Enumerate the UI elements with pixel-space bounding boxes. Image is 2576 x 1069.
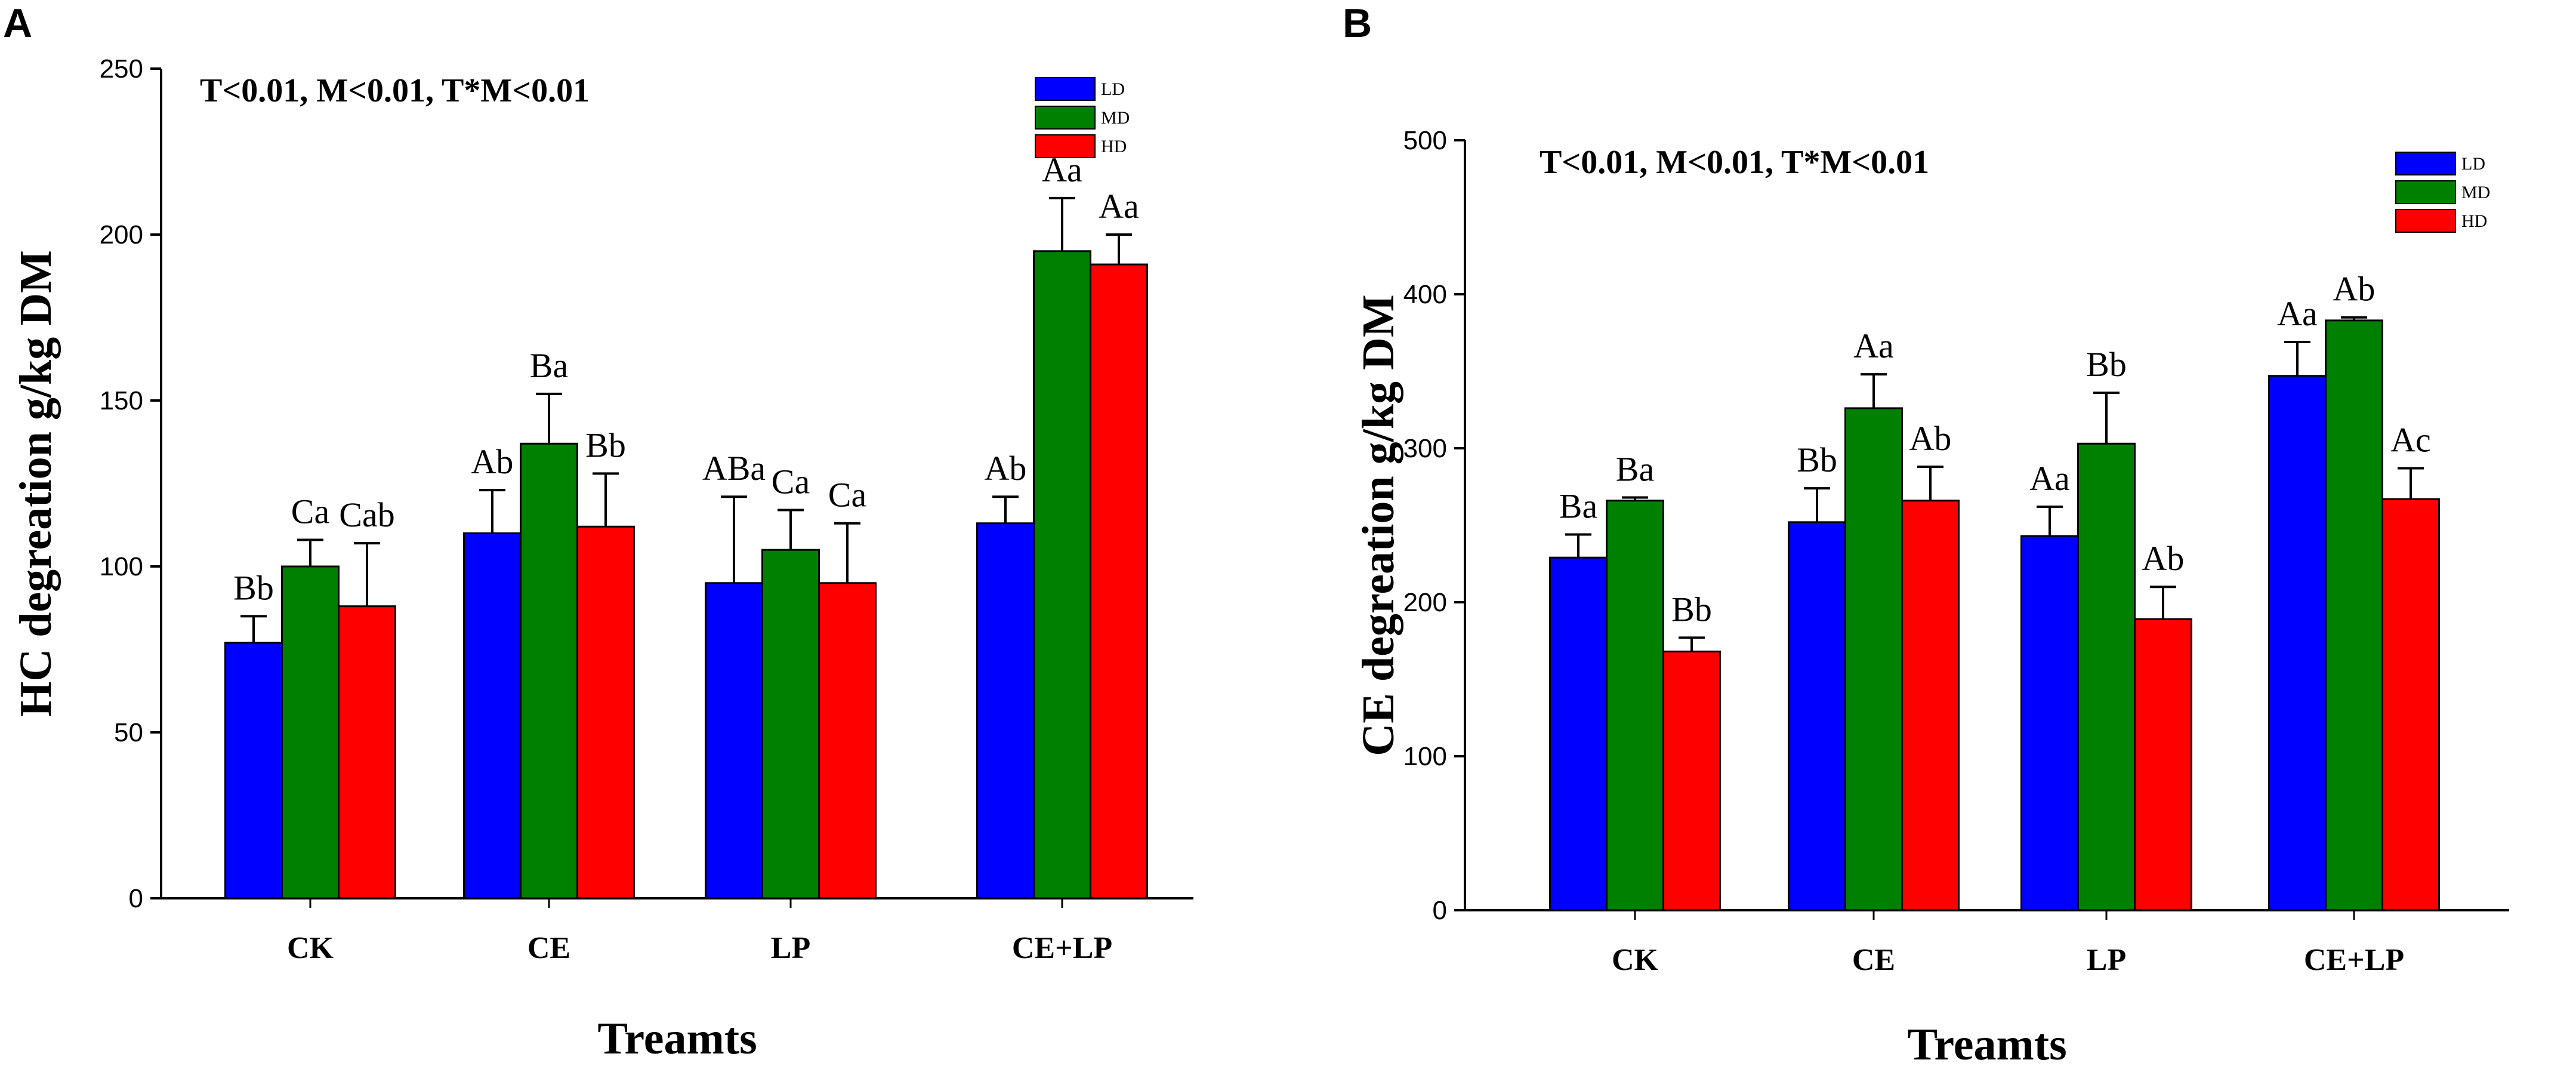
bar-hd — [1090, 263, 1148, 899]
significance-label: Aa — [2029, 459, 2070, 498]
bar-ld — [2268, 375, 2327, 911]
x-tick-label: CK — [287, 931, 334, 965]
bar-hd — [1662, 651, 1721, 911]
significance-label: Ba — [530, 346, 568, 385]
legend-swatch-md — [2395, 180, 2456, 204]
y-tick-label: 150 — [100, 386, 143, 415]
x-tick-label: CK — [1612, 943, 1659, 977]
x-tick-label: LP — [2087, 943, 2126, 977]
bar-ld — [463, 532, 522, 899]
legend-label-md: MD — [2461, 183, 2490, 202]
significance-label: Bb — [2086, 345, 2127, 384]
bar-ld — [1549, 556, 1608, 911]
x-axis-title: Treamts — [597, 1013, 757, 1064]
bar-hd — [338, 605, 396, 899]
y-tick-label: 0 — [1433, 896, 1447, 925]
legend-swatch-hd — [1035, 134, 1096, 158]
legend-label-ld: LD — [2461, 154, 2485, 174]
bar-md — [520, 442, 578, 899]
x-tick-label: CE — [1852, 943, 1895, 977]
panel-letter: B — [1343, 1, 1372, 46]
bar-hd — [1901, 500, 1960, 911]
bar-md — [2077, 442, 2136, 911]
significance-label: Ab — [985, 449, 1027, 488]
significance-label: Ba — [1559, 486, 1597, 525]
panel-a-hc-degradation-chart: A 0 50 100 150 200 250 HC degreation g/kg DM Tre… — [3, 1, 1193, 1064]
significance-label: Ab — [471, 442, 514, 481]
bar-md — [1606, 500, 1664, 911]
bar-ld — [224, 642, 283, 899]
legend-label-md: MD — [1101, 108, 1130, 128]
bar-md — [1844, 407, 1903, 911]
legend-swatch-ld — [2395, 152, 2456, 175]
x-tick-label: LP — [771, 931, 810, 965]
significance-label: ABa — [702, 449, 766, 488]
y-tick-label: 0 — [129, 884, 143, 913]
x-axis-title: Treamts — [1907, 1019, 2066, 1069]
y-tick-label: 100 — [100, 552, 143, 581]
significance-label: Aa — [1099, 187, 1139, 226]
bar-hd — [576, 525, 635, 899]
bar-hd — [2134, 618, 2192, 911]
significance-label: Bb — [233, 568, 274, 607]
x-tick-label: CE+LP — [2304, 943, 2404, 977]
legend-label-hd: HD — [2461, 211, 2487, 231]
bar-hd — [818, 582, 877, 899]
legend-swatch-md — [1035, 106, 1096, 130]
y-tick-label: 50 — [114, 718, 143, 747]
significance-label: Ca — [291, 492, 329, 531]
stat-annotation: T<0.01, M<0.01, T*M<0.01 — [1540, 144, 1929, 181]
y-tick-label: 300 — [1403, 434, 1447, 463]
significance-label: Ca — [772, 462, 810, 501]
bar-md — [281, 565, 340, 899]
y-tick-label: 100 — [1403, 742, 1447, 771]
panel-letter: A — [3, 1, 32, 46]
y-tick-label: 500 — [1403, 126, 1447, 155]
significance-label: Ab — [2142, 539, 2185, 578]
y-tick-label: 200 — [1403, 588, 1447, 617]
significance-label: Bb — [1797, 440, 1837, 479]
y-axis-title: HC degreation g/kg DM — [11, 250, 61, 717]
bar-ld — [976, 522, 1035, 899]
significance-label: Ac — [2390, 421, 2431, 460]
significance-label: Bb — [585, 426, 626, 464]
legend-label-ld: LD — [1101, 79, 1125, 99]
bar-ld — [705, 582, 763, 899]
significance-label: Bb — [1671, 590, 1712, 629]
legend-label-hd: HD — [1101, 137, 1127, 156]
x-tick-label: CE — [527, 931, 570, 965]
bar-md — [1033, 250, 1091, 899]
bar-ld — [1788, 521, 1846, 911]
panel-b-ce-degradation-chart: B 0 100 200 300 400 500 CE degreation g/kg DM Tr… — [1343, 1, 2509, 1069]
significance-label: Ab — [1909, 419, 1952, 458]
significance-label: Ab — [2333, 270, 2376, 309]
y-tick-label: 400 — [1403, 280, 1447, 309]
significance-label: Ca — [828, 476, 866, 515]
y-tick-label: 250 — [100, 54, 143, 84]
legend: LD MD HD — [2395, 152, 2490, 233]
stat-annotation: T<0.01, M<0.01, T*M<0.01 — [200, 72, 590, 109]
y-axis-title: CE degreation g/kg DM — [1353, 294, 1403, 756]
significance-label: Ba — [1616, 450, 1654, 489]
bar-md — [2325, 319, 2383, 911]
bar-md — [761, 549, 820, 899]
y-tick-label: 200 — [100, 220, 143, 249]
legend: LD MD HD — [1035, 77, 1130, 158]
x-tick-label: CE+LP — [1012, 931, 1112, 965]
significance-label: Aa — [2277, 294, 2318, 333]
significance-label: Cab — [339, 495, 394, 534]
significance-label: Aa — [1853, 326, 1894, 365]
legend-swatch-ld — [1035, 77, 1096, 101]
legend-swatch-hd — [2395, 209, 2456, 233]
bar-hd — [2381, 498, 2440, 911]
bar-ld — [2020, 535, 2079, 911]
